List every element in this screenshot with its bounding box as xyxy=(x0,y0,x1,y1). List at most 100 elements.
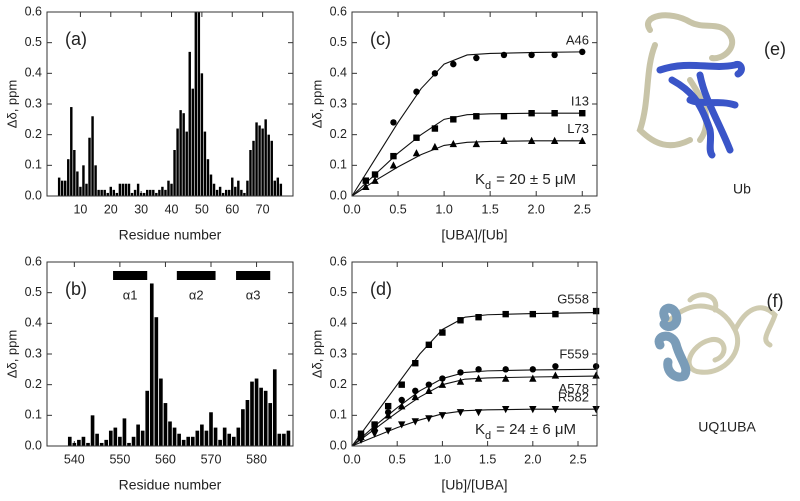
y-tick-label: 0.6 xyxy=(330,254,347,268)
x-axis-label: Residue number xyxy=(119,477,222,493)
bar xyxy=(122,418,127,446)
bar xyxy=(158,189,161,196)
point xyxy=(592,371,600,379)
bar xyxy=(136,183,140,196)
x-axis-label: [UBA]/[Ub] xyxy=(441,227,507,243)
bar xyxy=(234,186,237,196)
bar xyxy=(163,403,168,446)
point xyxy=(412,387,419,394)
y-tick-label: 0.0 xyxy=(330,438,347,452)
y-tick-label: 0.6 xyxy=(25,254,42,268)
residue-tubes xyxy=(656,60,745,159)
bar xyxy=(267,134,270,196)
bar xyxy=(186,436,191,446)
kd-value: = 20 ± 5 μM xyxy=(496,171,576,188)
x-tick-label: 2.5 xyxy=(569,452,586,466)
bar xyxy=(99,442,104,446)
kd-symbol: K xyxy=(475,171,485,188)
bar xyxy=(185,131,188,196)
bar xyxy=(261,128,264,196)
x-tick-label: 0.5 xyxy=(389,452,406,466)
bar xyxy=(200,73,204,196)
bar xyxy=(164,189,167,196)
bar xyxy=(231,177,234,196)
y-tick-label: 0.3 xyxy=(25,346,42,360)
bar xyxy=(236,427,241,446)
caption: Ub xyxy=(733,181,751,197)
bar xyxy=(252,140,255,196)
x-tick-label: 1.0 xyxy=(434,452,451,466)
y-tick-label: 0.1 xyxy=(330,158,347,172)
point xyxy=(551,406,560,414)
point xyxy=(472,139,481,148)
y-tick-label: 0.2 xyxy=(25,127,42,141)
point xyxy=(501,406,510,414)
axes-frame xyxy=(351,11,598,197)
helix-label: α2 xyxy=(189,287,204,302)
bar xyxy=(191,88,194,196)
point xyxy=(413,134,420,141)
bar xyxy=(106,192,109,196)
y-tick-label: 0.0 xyxy=(25,188,42,202)
fit-line xyxy=(351,112,583,197)
helix-bar xyxy=(236,271,271,280)
fit-line xyxy=(351,51,583,197)
point xyxy=(528,51,535,59)
point xyxy=(450,60,457,68)
kd-subscript: d xyxy=(485,430,491,442)
point xyxy=(357,436,365,444)
point xyxy=(551,110,558,117)
bar xyxy=(190,436,195,446)
axes-frame xyxy=(46,11,294,197)
panel-label: (d) xyxy=(370,279,392,299)
bar xyxy=(224,189,228,196)
x-tick-label: 10 xyxy=(73,202,87,216)
bar xyxy=(272,369,277,446)
bar xyxy=(113,427,118,446)
bar xyxy=(231,436,236,446)
series-label: G558 xyxy=(557,292,589,307)
bar xyxy=(206,159,210,196)
x-tick-label: 540 xyxy=(64,452,85,466)
panel-label: (a) xyxy=(65,29,87,49)
x-tick-label: 570 xyxy=(201,452,222,466)
bar xyxy=(254,378,259,446)
point xyxy=(592,307,600,315)
y-tick-label: 0.3 xyxy=(330,346,347,360)
bar xyxy=(241,409,245,446)
bar xyxy=(77,439,81,446)
y-axis-label: Δδ, ppm xyxy=(309,330,324,378)
bar xyxy=(73,150,76,196)
x-tick-label: 550 xyxy=(109,452,130,466)
point xyxy=(384,402,392,410)
ub-structure xyxy=(636,12,745,159)
bar xyxy=(124,183,128,196)
bar xyxy=(100,189,103,196)
bar xyxy=(264,119,267,196)
point xyxy=(552,310,559,318)
bar xyxy=(149,189,152,196)
x-tick-label: 0.5 xyxy=(389,202,406,216)
series-label: L73 xyxy=(567,121,589,136)
y-tick-label: 0.4 xyxy=(25,66,42,80)
bar xyxy=(67,159,70,196)
point xyxy=(398,402,406,410)
bar xyxy=(149,283,154,446)
fit-line xyxy=(351,140,583,197)
point xyxy=(412,149,421,157)
y-tick-label: 0.6 xyxy=(25,4,42,18)
bar xyxy=(121,183,125,196)
bar xyxy=(243,192,246,196)
bar xyxy=(258,125,261,196)
point xyxy=(457,317,464,324)
bar xyxy=(131,436,136,446)
helix-bar xyxy=(113,271,148,280)
point xyxy=(398,396,405,404)
bar xyxy=(255,122,258,196)
bar xyxy=(259,387,263,446)
bar xyxy=(145,390,150,446)
y-tick-label: 0.2 xyxy=(330,127,347,141)
point xyxy=(551,51,558,59)
